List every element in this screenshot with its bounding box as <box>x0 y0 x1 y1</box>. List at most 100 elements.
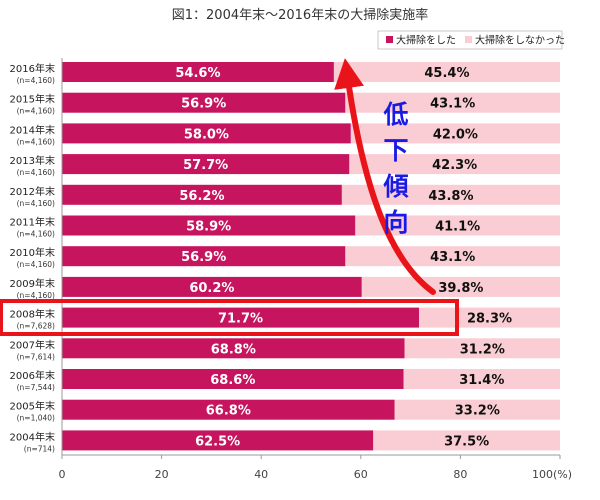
sample-size-label: (n=4,160) <box>17 107 55 116</box>
data-label-did: 56.9% <box>181 250 226 265</box>
bar-did-not-5 <box>355 215 560 236</box>
data-label-did: 58.9% <box>186 220 231 235</box>
legend-label-did-not: 大掃除をしなかった <box>475 34 565 47</box>
category-label: 2008年末 <box>10 308 55 321</box>
x-tick-label: 60 <box>354 468 368 481</box>
x-tick-label: 40 <box>254 468 268 481</box>
category-label: 2014年末 <box>10 123 55 136</box>
bar-did-10 <box>62 369 404 389</box>
bar-did-not-1 <box>345 92 560 113</box>
bar-did-11 <box>62 399 395 420</box>
sample-size-label: (n=4,160) <box>17 137 55 146</box>
bar-did-4 <box>62 184 342 205</box>
sample-size-label: (n=1,040) <box>17 414 55 423</box>
category-label: 2005年末 <box>10 400 55 413</box>
bar-did-5 <box>62 215 356 236</box>
category-label: 2006年末 <box>10 369 55 382</box>
data-label-did-not: 45.4% <box>424 66 469 81</box>
sample-size-label: (n=4,160) <box>17 230 55 239</box>
x-tick-label: 100(%) <box>532 468 572 481</box>
annotation-char: 傾 <box>382 172 409 201</box>
x-tick-label: 0 <box>59 468 66 481</box>
sample-size-label: (n=4,160) <box>17 168 55 177</box>
sample-size-label: (n=4,160) <box>17 260 55 269</box>
x-tick-label: 20 <box>155 468 169 481</box>
chart-title: 図1：2004年末～2016年末の大掃除実施率 <box>172 7 428 23</box>
sample-size-label: (n=7,614) <box>17 352 55 361</box>
data-label-did: 57.7% <box>183 158 228 173</box>
bar-did-not-7 <box>361 276 560 297</box>
data-label-did: 58.0% <box>184 127 229 142</box>
bar-did-not-4 <box>341 184 560 205</box>
bar-did-7 <box>62 276 362 297</box>
data-label-did: 68.6% <box>210 373 255 388</box>
legend-swatch-did <box>386 36 393 43</box>
data-label-did-not: 43.1% <box>430 97 475 112</box>
bar-did-not-3 <box>349 154 560 175</box>
bar-did-not-10 <box>403 369 560 389</box>
sample-size-label: (n=7,628) <box>17 322 55 331</box>
data-label-did-not: 28.3% <box>467 312 512 327</box>
legend-label-did: 大掃除をした <box>396 34 456 47</box>
data-label-did-not: 33.2% <box>455 404 500 419</box>
annotation-char: 向 <box>383 208 408 237</box>
category-label: 2004年末 <box>10 430 55 443</box>
x-tick-label: 80 <box>453 468 467 481</box>
data-labels: 54.6% 45.4% 56.9% 43.1% 58.0% 42.0% 57.7% 42.3%… <box>175 66 512 449</box>
legend: 大掃除をした 大掃除をしなかった <box>377 30 565 50</box>
bars-group <box>62 62 560 451</box>
bar-did-not-11 <box>394 399 560 420</box>
data-label-did: 56.9% <box>181 97 226 112</box>
sample-size-label: (n=4,160) <box>17 76 55 85</box>
annotation-char: 低 <box>382 100 408 129</box>
data-label-did-not: 31.4% <box>459 373 504 388</box>
data-label-did: 66.8% <box>206 404 251 419</box>
highlight-box-2008 <box>0 299 459 336</box>
bar-did-not-8 <box>419 307 560 328</box>
sample-size-label: (n=7,544) <box>17 383 55 392</box>
category-label: 2016年末 <box>10 62 55 75</box>
data-label-did: 56.2% <box>179 189 224 204</box>
data-label-did-not: 43.8% <box>428 189 473 204</box>
bar-did-0 <box>62 62 334 82</box>
bar-did-2 <box>62 123 351 144</box>
data-label-did-not: 43.1% <box>430 250 475 265</box>
bar-did-not-2 <box>350 123 560 144</box>
bar-did-6 <box>62 246 346 267</box>
category-label: 2015年末 <box>10 93 55 106</box>
bar-did-8 <box>62 307 420 328</box>
data-label-did: 60.2% <box>189 281 234 296</box>
bar-did-not-12 <box>373 430 560 451</box>
data-label-did-not: 31.2% <box>460 342 505 357</box>
sample-size-label: (n=714) <box>24 444 55 453</box>
data-label-did: 71.7% <box>218 312 263 327</box>
bar-did-not-9 <box>404 338 560 359</box>
annotation-char: 下 <box>383 136 408 165</box>
data-label-did-not: 37.5% <box>444 434 489 449</box>
data-label-did-not: 41.1% <box>435 220 480 235</box>
bar-did-9 <box>62 338 405 359</box>
bar-did-12 <box>62 430 374 451</box>
data-label-did-not: 42.0% <box>433 127 478 142</box>
sample-size-label: (n=4,160) <box>17 199 55 208</box>
category-label: 2010年末 <box>10 246 55 259</box>
data-label-did: 68.8% <box>211 342 256 357</box>
category-label: 2009年末 <box>10 277 55 290</box>
category-label: 2011年末 <box>10 216 55 229</box>
x-axis-ticks: 0 20 40 60 80 100(%) <box>59 455 572 481</box>
category-label: 2012年末 <box>10 185 55 198</box>
trend-arrow <box>334 58 436 295</box>
category-label: 2007年末 <box>10 338 55 351</box>
data-label-did: 62.5% <box>195 434 240 449</box>
bar-did-1 <box>62 92 346 113</box>
data-label-did-not: 42.3% <box>432 158 477 173</box>
sample-size-label: (n=4,160) <box>17 291 55 300</box>
data-label-did-not: 39.8% <box>438 281 483 296</box>
legend-swatch-did-not <box>465 36 472 43</box>
category-labels: 2016年末(n=4,160)2015年末(n=4,160)2014年末(n=4… <box>10 62 56 453</box>
bar-did-not-0 <box>333 62 560 82</box>
category-label: 2013年末 <box>10 154 55 167</box>
